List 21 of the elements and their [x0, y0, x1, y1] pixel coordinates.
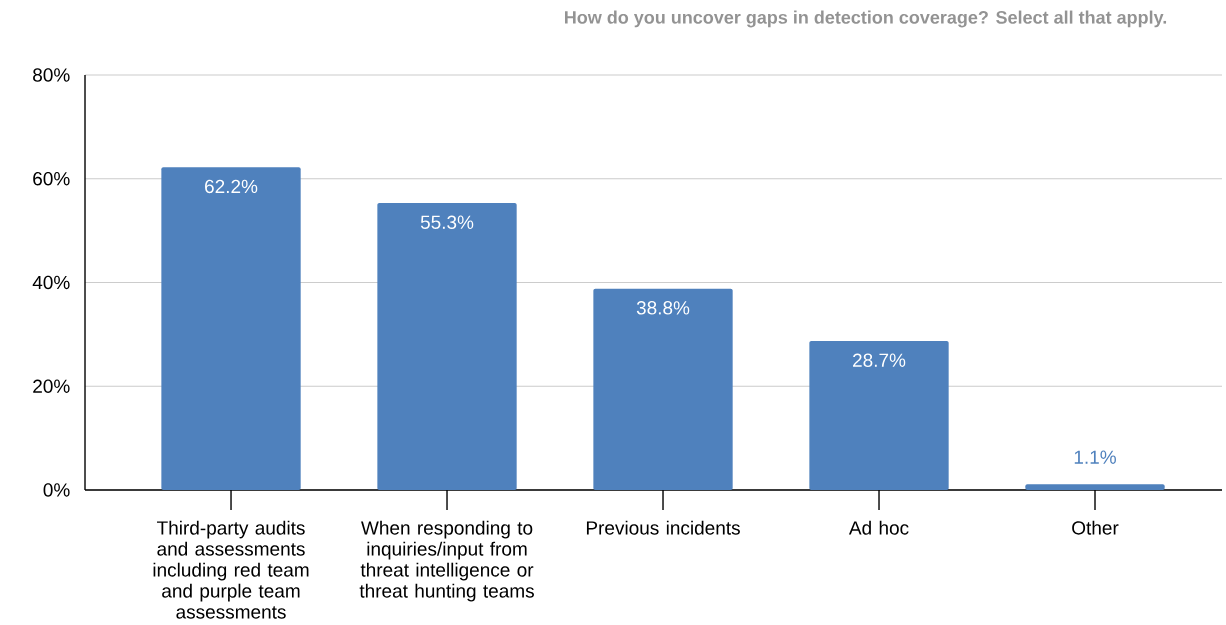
bar	[377, 203, 517, 490]
y-tick-label: 0%	[43, 483, 70, 497]
x-tick-label: When responding to inquiries/input from threat intelligence or threat hunting teams	[359, 520, 534, 602]
y-tick-label: 80%	[33, 68, 70, 82]
chart-title: How do you uncover gaps in detection coverage? Select all that apply.	[565, 10, 1167, 28]
x-tick-label: Other	[1072, 520, 1119, 535]
bar	[161, 167, 301, 490]
y-tick-label: 60%	[33, 172, 70, 186]
bar	[1025, 484, 1165, 490]
y-tick-label: 40%	[32, 275, 70, 290]
data-label: 62.2%	[205, 179, 258, 194]
data-label: 38.8%	[636, 301, 690, 315]
y-tick-label: 20%	[33, 379, 70, 393]
data-label: 28.7%	[853, 353, 906, 367]
x-tick-label: Third-party audits and assessments including red team and purple team assessments	[153, 520, 309, 619]
x-tick-label: Previous incidents	[586, 520, 740, 535]
data-label: 1.1%	[1074, 450, 1116, 464]
bar	[809, 341, 949, 490]
data-label: 55.3%	[420, 215, 474, 229]
x-tick-label: Ad hoc	[848, 520, 909, 535]
bar	[593, 288, 733, 490]
